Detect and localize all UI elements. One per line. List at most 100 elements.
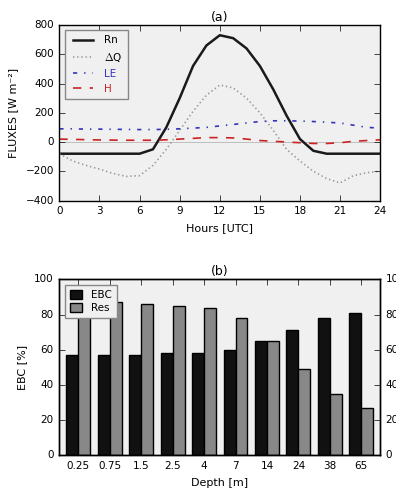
H [257,138,262,143]
LE [364,124,369,130]
Rn [271,86,276,92]
LE [70,126,75,132]
$\Delta$Q [124,174,129,180]
Bar [236,318,248,455]
$\Delta$Q [164,146,169,152]
Rn [364,150,369,156]
H [137,138,142,143]
LE [338,120,343,126]
Bar [224,350,236,455]
H [244,136,249,142]
$\Delta$Q [284,146,289,152]
Title: (b): (b) [211,266,228,278]
$\Delta$Q [231,85,236,91]
Bar [299,369,310,455]
$\Delta$Q [257,110,262,116]
$\Delta$Q [137,172,142,178]
LE [311,118,316,124]
LE [177,126,182,132]
X-axis label: Hours [UTC]: Hours [UTC] [186,223,253,233]
$\Delta$Q [351,172,356,178]
Title: (a): (a) [211,11,228,24]
Rn [97,150,102,156]
Bar [330,394,342,455]
Rn [284,112,289,118]
LE [271,118,276,124]
Bar [173,306,185,455]
Rn [217,32,222,38]
Rn [124,150,129,156]
Bar [318,318,330,455]
Rn [231,35,236,41]
LE [110,126,115,132]
Y-axis label: FLUXES [W m⁻²]: FLUXES [W m⁻²] [9,68,19,158]
H [177,136,182,142]
Rn [351,150,356,156]
H [204,134,209,140]
Rn [110,150,115,156]
LE [84,126,89,132]
Rn [84,150,89,156]
LE [57,126,62,132]
Rn [257,63,262,69]
Bar [267,341,279,455]
LE [257,118,262,124]
Rn [338,150,343,156]
Legend: Rn, $\Delta$Q, LE, H: Rn, $\Delta$Q, LE, H [65,30,128,99]
$\Delta$Q [84,162,89,168]
LE [124,126,129,132]
H [378,137,383,143]
H [338,140,343,145]
H [217,134,222,140]
$\Delta$Q [150,162,155,168]
$\Delta$Q [57,150,62,156]
$\Delta$Q [177,128,182,134]
Line: H: H [59,138,380,143]
LE [191,125,196,131]
LE [164,126,169,132]
LE [324,120,329,126]
H [191,136,196,141]
Rn [311,148,316,154]
Bar [349,313,361,455]
H [150,138,155,143]
Rn [324,150,329,156]
$\Delta$Q [298,158,303,164]
Rn [191,63,196,69]
$\Delta$Q [191,108,196,114]
H [57,136,62,142]
Rn [57,150,62,156]
H [364,138,369,143]
$\Delta$Q [364,170,369,175]
Rn [70,150,75,156]
Bar [129,355,141,455]
Bar [255,341,267,455]
Bar [286,330,299,455]
$\Delta$Q [244,95,249,101]
LE [378,125,383,131]
Rn [137,150,142,156]
Rn [298,136,303,142]
H [110,137,115,143]
$\Delta$Q [311,168,316,174]
H [351,138,356,144]
LE [298,118,303,124]
$\Delta$Q [110,170,115,176]
$\Delta$Q [338,180,343,186]
H [97,137,102,143]
H [298,140,303,145]
Rn [378,150,383,156]
Bar [161,353,173,455]
$\Delta$Q [271,128,276,134]
Line: LE: LE [59,121,380,130]
$\Delta$Q [378,168,383,174]
Rn [150,146,155,152]
Bar [192,353,204,455]
Rn [164,124,169,130]
H [284,139,289,145]
LE [231,122,236,128]
Bar [66,355,78,455]
H [164,137,169,143]
Line: $\Delta$Q: $\Delta$Q [59,85,380,183]
LE [150,126,155,132]
